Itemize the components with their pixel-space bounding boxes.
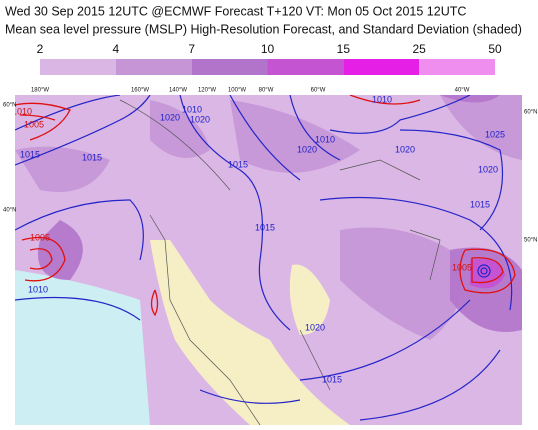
colorbar-segment: [40, 59, 116, 75]
colorbar-label: 7: [188, 42, 195, 56]
colorbar-label: 50: [488, 42, 502, 56]
map: 1010100510151020101010151020101010051010…: [12, 94, 522, 425]
longitude-label: 160°W: [131, 88, 149, 94]
isobar-label: 1020: [160, 112, 180, 122]
colorbar-segment: [115, 59, 192, 75]
isobar-label: 1010: [182, 104, 202, 114]
isobar-label: 1020: [395, 144, 415, 154]
isobar-label: 1015: [20, 149, 40, 159]
isobar-label: 1020: [478, 164, 498, 174]
isobar-label: 1005: [30, 232, 50, 242]
isobar-label: 1015: [82, 152, 102, 162]
isobar-label: 1015: [228, 159, 248, 169]
colorbar-segment: [191, 59, 268, 75]
longitude-label: 80°W: [259, 88, 274, 94]
isobar-label: 1015: [255, 222, 275, 232]
isobar-label: 1020: [305, 322, 325, 332]
latitude-label: 50°N: [524, 238, 537, 244]
isobar-label: 1010: [28, 284, 48, 294]
longitude-label: 140°W: [169, 88, 187, 94]
latitude-label: 40°N: [3, 208, 16, 214]
colorbar-segment: [419, 59, 495, 75]
colorbar: 2 4 7 10 15 25 50: [37, 42, 502, 75]
title-line2: Mean sea level pressure (MSLP) High-Reso…: [5, 22, 522, 36]
colorbar-label: 15: [337, 42, 351, 56]
isobar-label: 1010: [372, 94, 392, 104]
longitude-label: 120°W: [198, 88, 216, 94]
isobar-label: 1020: [297, 144, 317, 154]
colorbar-label: 4: [112, 42, 119, 56]
longitude-label: 100°W: [228, 88, 246, 94]
isobar-label: 1020: [190, 114, 210, 124]
isobar-label: 1010: [315, 134, 335, 144]
isobar-label: 1015: [322, 374, 342, 384]
isobar-label: 1005: [452, 262, 472, 272]
isobar-label: 1025: [485, 129, 505, 139]
isobar-label: 1015: [470, 199, 490, 209]
colorbar-segment: [343, 59, 420, 75]
longitude-label: 180°W: [31, 88, 49, 94]
isobar-label: 1005: [24, 119, 44, 129]
colorbar-label: 25: [412, 42, 426, 56]
latitude-label: 60°N: [524, 110, 537, 116]
longitude-label: 60°W: [311, 88, 326, 94]
colorbar-label: 10: [261, 42, 275, 56]
isobar-label: 1010: [12, 106, 32, 116]
latitude-label: 60°N: [3, 103, 16, 109]
colorbar-segment: [267, 59, 344, 75]
colorbar-label: 2: [37, 42, 44, 56]
title-line1: Wed 30 Sep 2015 12UTC @ECMWF Forecast T+…: [5, 4, 466, 18]
longitude-label: 40°W: [455, 88, 470, 94]
